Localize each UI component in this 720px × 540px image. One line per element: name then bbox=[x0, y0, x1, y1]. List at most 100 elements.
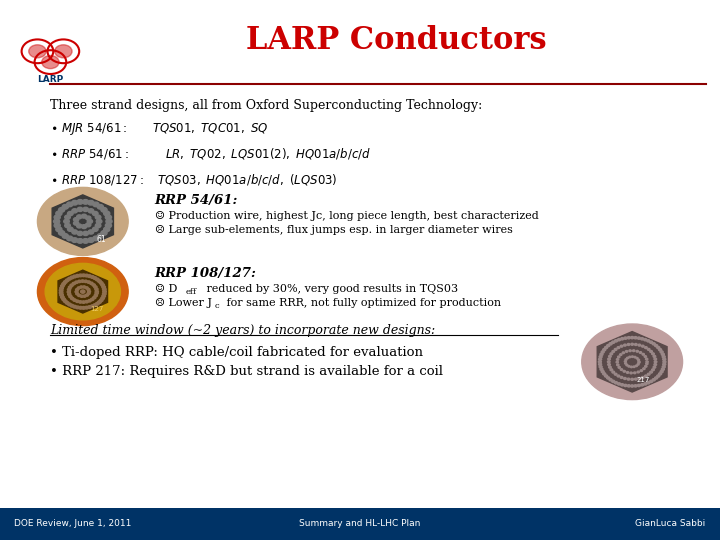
Circle shape bbox=[73, 275, 76, 278]
Circle shape bbox=[105, 223, 112, 228]
Circle shape bbox=[603, 349, 606, 351]
Circle shape bbox=[72, 209, 78, 213]
Circle shape bbox=[70, 305, 73, 307]
Text: • Ti-doped RRP: HQ cable/coil fabricated for evaluation: • Ti-doped RRP: HQ cable/coil fabricated… bbox=[50, 346, 423, 359]
Circle shape bbox=[636, 357, 638, 359]
Circle shape bbox=[88, 306, 91, 308]
Text: eff: eff bbox=[186, 288, 197, 296]
Circle shape bbox=[55, 227, 62, 232]
Circle shape bbox=[609, 343, 612, 345]
Circle shape bbox=[68, 303, 71, 306]
Text: c: c bbox=[215, 302, 219, 310]
Circle shape bbox=[662, 353, 665, 355]
Circle shape bbox=[77, 287, 80, 289]
Circle shape bbox=[605, 375, 608, 377]
Text: reduced by 30%, very good results in TQS03: reduced by 30%, very good results in TQS… bbox=[203, 284, 458, 294]
Circle shape bbox=[615, 382, 618, 384]
Circle shape bbox=[598, 363, 602, 366]
Circle shape bbox=[634, 372, 636, 374]
Circle shape bbox=[95, 215, 101, 219]
Circle shape bbox=[71, 200, 78, 205]
Circle shape bbox=[77, 239, 83, 243]
Circle shape bbox=[641, 384, 644, 386]
Circle shape bbox=[652, 379, 655, 381]
Circle shape bbox=[92, 227, 98, 231]
Circle shape bbox=[99, 281, 103, 285]
Circle shape bbox=[608, 358, 611, 360]
Circle shape bbox=[88, 291, 91, 293]
Text: 61: 61 bbox=[96, 234, 106, 244]
Circle shape bbox=[634, 378, 637, 380]
Circle shape bbox=[58, 231, 65, 235]
Circle shape bbox=[103, 290, 107, 293]
Circle shape bbox=[660, 351, 663, 353]
Circle shape bbox=[77, 231, 83, 235]
Circle shape bbox=[76, 293, 78, 295]
Circle shape bbox=[76, 306, 79, 309]
Circle shape bbox=[618, 367, 621, 368]
Circle shape bbox=[639, 352, 642, 353]
Circle shape bbox=[620, 369, 623, 370]
Circle shape bbox=[657, 375, 660, 377]
Circle shape bbox=[628, 366, 630, 367]
Polygon shape bbox=[52, 195, 114, 248]
Circle shape bbox=[60, 287, 63, 289]
Circle shape bbox=[83, 286, 86, 288]
Circle shape bbox=[654, 345, 657, 347]
Circle shape bbox=[77, 207, 83, 212]
Circle shape bbox=[637, 384, 640, 387]
Text: LARP Conductors: LARP Conductors bbox=[246, 25, 546, 56]
Circle shape bbox=[610, 369, 613, 371]
Circle shape bbox=[72, 230, 78, 234]
Circle shape bbox=[78, 301, 82, 303]
Circle shape bbox=[624, 337, 627, 339]
Circle shape bbox=[80, 286, 83, 288]
Circle shape bbox=[616, 364, 619, 366]
Circle shape bbox=[77, 200, 83, 204]
Circle shape bbox=[601, 351, 604, 353]
Circle shape bbox=[53, 219, 60, 224]
Circle shape bbox=[644, 347, 647, 349]
Circle shape bbox=[81, 280, 84, 282]
Text: Limited time window (~2 years) to incorporate new designs:: Limited time window (~2 years) to incorp… bbox=[50, 324, 436, 337]
Circle shape bbox=[624, 361, 626, 362]
Circle shape bbox=[626, 372, 629, 373]
Circle shape bbox=[55, 211, 62, 215]
FancyBboxPatch shape bbox=[0, 508, 720, 540]
Circle shape bbox=[654, 363, 657, 366]
Circle shape bbox=[94, 294, 97, 297]
Circle shape bbox=[618, 339, 621, 341]
Circle shape bbox=[91, 305, 94, 308]
Circle shape bbox=[88, 238, 94, 242]
Text: Summary and HL-LHC Plan: Summary and HL-LHC Plan bbox=[300, 519, 420, 528]
Circle shape bbox=[647, 382, 649, 384]
Circle shape bbox=[60, 285, 64, 287]
Circle shape bbox=[68, 288, 71, 291]
Circle shape bbox=[101, 207, 107, 212]
Circle shape bbox=[95, 224, 101, 228]
Circle shape bbox=[58, 207, 65, 212]
Circle shape bbox=[94, 286, 97, 288]
Circle shape bbox=[83, 207, 89, 212]
Circle shape bbox=[91, 298, 94, 301]
Circle shape bbox=[649, 350, 652, 353]
Circle shape bbox=[631, 336, 634, 339]
Circle shape bbox=[104, 211, 110, 215]
Circle shape bbox=[610, 353, 613, 355]
Text: • RRP 217: Requires R&D but strand is available for a coil: • RRP 217: Requires R&D but strand is av… bbox=[50, 365, 444, 378]
Circle shape bbox=[644, 375, 647, 377]
Circle shape bbox=[616, 359, 618, 360]
Circle shape bbox=[649, 341, 652, 343]
Circle shape bbox=[85, 300, 89, 303]
Circle shape bbox=[653, 366, 656, 368]
Circle shape bbox=[620, 376, 623, 379]
Circle shape bbox=[62, 205, 68, 209]
Circle shape bbox=[622, 352, 624, 354]
Circle shape bbox=[96, 219, 102, 224]
Circle shape bbox=[83, 295, 86, 297]
Circle shape bbox=[646, 361, 648, 363]
Circle shape bbox=[631, 385, 634, 387]
Circle shape bbox=[71, 297, 74, 300]
Circle shape bbox=[618, 356, 620, 358]
Circle shape bbox=[45, 264, 120, 320]
